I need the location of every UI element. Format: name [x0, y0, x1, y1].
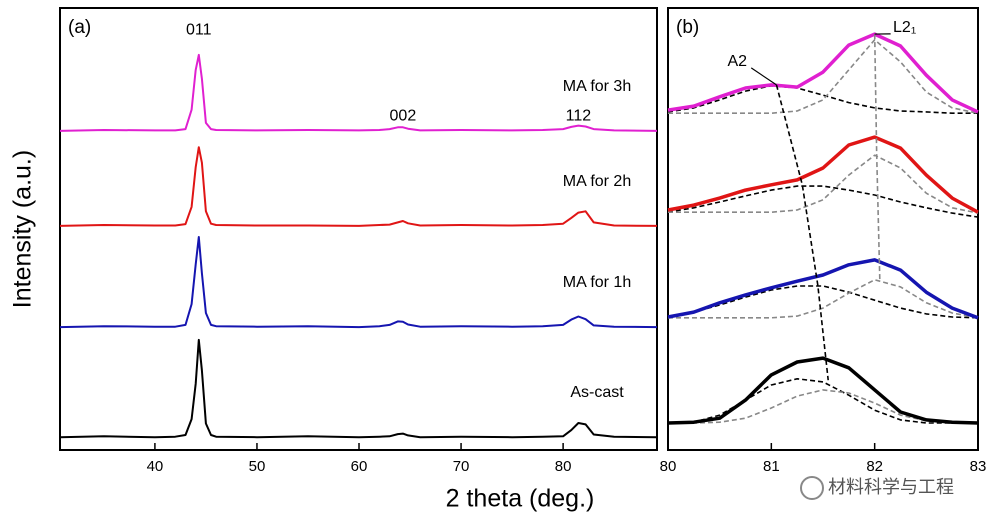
annotation: A2	[727, 53, 747, 70]
annotation: 002	[390, 108, 417, 125]
x-tick-label: 82	[866, 458, 883, 475]
x-tick-label: 40	[147, 458, 164, 475]
annotation-arrow	[750, 67, 777, 86]
annotation: 112	[566, 108, 592, 125]
series-label: MA for 3h	[563, 78, 631, 95]
watermark-text: 材料科学与工程	[828, 477, 954, 497]
panel-label: (b)	[676, 17, 699, 38]
fit-line	[668, 39, 979, 114]
y-axis-title: Intensity (a.u.)	[9, 150, 37, 308]
series-line	[667, 356, 979, 425]
fit-line	[667, 285, 979, 319]
fit-line	[667, 85, 978, 114]
series-line	[59, 146, 658, 227]
fit-line	[667, 378, 978, 424]
x-tick-label: 83	[970, 458, 987, 475]
fit-line	[668, 154, 979, 214]
plot-frame	[667, 7, 979, 451]
series-line	[667, 258, 979, 320]
guide-line	[775, 84, 829, 381]
series-label: As-cast	[570, 384, 624, 401]
fit-line	[668, 389, 978, 424]
annotation: 011	[186, 21, 212, 38]
guide-line	[873, 34, 881, 280]
fit-line	[667, 185, 979, 218]
x-tick-label: 81	[763, 458, 780, 475]
x-tick-label: 50	[249, 458, 266, 475]
series-label: MA for 1h	[563, 274, 631, 291]
fit-line	[668, 279, 979, 319]
x-tick-label: 80	[660, 458, 677, 475]
series-label: MA for 2h	[563, 173, 631, 190]
series-line	[59, 236, 658, 329]
plot-frame	[59, 7, 658, 451]
series-line	[667, 32, 979, 114]
x-axis-title: 2 theta (deg.)	[446, 485, 595, 513]
annotation: L2₁	[893, 19, 916, 36]
panel-label: (a)	[68, 17, 91, 38]
x-tick-label: 70	[453, 458, 470, 475]
x-tick-label: 60	[351, 458, 368, 475]
series-line	[667, 135, 979, 214]
series-line	[59, 338, 658, 439]
watermark-icon	[800, 476, 824, 500]
watermark: 材料科学与工程	[800, 476, 954, 500]
series-line	[59, 53, 658, 132]
x-tick-label: 80	[555, 458, 572, 475]
